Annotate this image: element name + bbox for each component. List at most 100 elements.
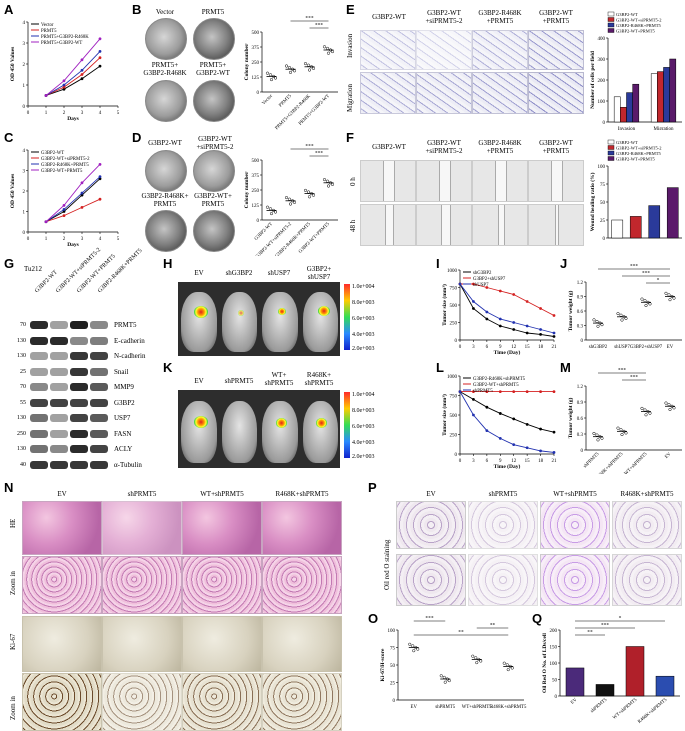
wound-image xyxy=(528,160,584,202)
data-point xyxy=(412,649,416,653)
bar xyxy=(565,667,585,697)
data-point xyxy=(648,411,652,415)
x-tick-label: WT+shPRMT5 xyxy=(612,697,639,720)
bar xyxy=(648,205,661,239)
panel-label-p: P xyxy=(368,480,377,495)
mw-marker: 40 xyxy=(20,461,26,468)
y-tick-label: 50 xyxy=(600,201,606,206)
blot-band xyxy=(90,352,108,360)
legend-label: G3BP2-WT xyxy=(616,140,638,145)
row-label: Migration xyxy=(346,84,354,112)
x-tick-label: 0 xyxy=(27,237,30,242)
data-point xyxy=(471,654,475,658)
panel-label-d: D xyxy=(132,130,142,145)
y-tick-label: 1000 xyxy=(447,375,458,380)
series-line xyxy=(45,51,101,96)
protein-label: G3BP2 xyxy=(114,398,135,407)
x-tick-label: shG3BP2 xyxy=(589,345,608,350)
row-label: Zoom in xyxy=(9,696,17,720)
series-line xyxy=(45,178,101,223)
x-tick-label: EV xyxy=(570,697,579,705)
ki67-image xyxy=(262,616,342,672)
radiance-colorbar xyxy=(344,284,350,350)
series-line xyxy=(459,391,555,453)
data-point xyxy=(288,70,293,74)
y-tick-label: 250 xyxy=(252,189,260,194)
col-label: G3BP2-WT +PRMT5 xyxy=(539,139,573,155)
col-label: EV xyxy=(57,490,67,498)
dish-label: Vector xyxy=(155,8,175,16)
x-tick-label: G3BP2-WT xyxy=(254,222,274,242)
data-point xyxy=(600,323,604,327)
blot-band xyxy=(70,321,88,329)
panel-label-o: O xyxy=(368,611,379,626)
x-tick-label: 3 xyxy=(472,345,475,350)
y-tick-label: 1000 xyxy=(447,269,458,274)
data-point xyxy=(672,406,676,410)
data-point xyxy=(479,659,483,663)
he-zoom-image xyxy=(182,556,262,614)
y-axis-label: Colony number xyxy=(244,171,250,208)
data-point xyxy=(672,296,676,300)
blot-band xyxy=(50,429,68,438)
chart-o: 0 25 50 75 100 Ki-67/H-score EV shPRMT5 WT+shPRM… xyxy=(380,616,527,710)
col-label: G3BP2-WT +siPRMT5-2 xyxy=(425,139,463,155)
legend-swatch xyxy=(607,22,615,28)
x-tick-label: 1 xyxy=(45,111,48,116)
row-label: 48 h xyxy=(349,219,357,232)
he-image xyxy=(262,501,342,555)
legend-label: shPRMT5 xyxy=(473,389,493,394)
data-point xyxy=(525,300,529,303)
oil-red-image xyxy=(540,501,610,549)
data-point xyxy=(80,58,84,62)
wound-image xyxy=(472,160,528,202)
x-tick-label: 15 xyxy=(525,459,531,464)
panel-label-l: L xyxy=(436,360,444,375)
data-point xyxy=(80,77,84,81)
legend-label: PRMT5+G3BP2-WT xyxy=(41,41,82,46)
dish-label: PRMT5 xyxy=(201,8,225,16)
wound-image xyxy=(360,204,416,246)
data-point xyxy=(44,220,48,224)
panel-label-k: K xyxy=(163,360,173,375)
row-label: Ki-67 xyxy=(9,633,17,650)
data-point xyxy=(624,431,628,435)
col-label: G3BP2-WT +PRMT5 xyxy=(539,9,573,25)
row-label: 0 h xyxy=(349,177,357,186)
x-tick-label: 0 xyxy=(459,459,462,464)
data-point xyxy=(322,45,327,49)
dish-label: G3BP2-WT+ PRMT5 xyxy=(194,192,232,208)
y-axis-label: Oil Red O No. of LDs/cell xyxy=(542,633,548,693)
data-point xyxy=(619,428,623,432)
blot-band xyxy=(70,429,88,438)
blot-band xyxy=(30,460,48,469)
invasion-image xyxy=(416,30,472,70)
x-tick-label: G3BP2-WT+siPRMT5-2 xyxy=(255,221,293,256)
bar xyxy=(663,67,670,123)
legend-swatch xyxy=(607,145,615,150)
migration-image xyxy=(416,72,472,114)
significance-label: *** xyxy=(630,375,639,381)
data-point xyxy=(668,298,672,302)
luciferase-signal xyxy=(276,418,287,428)
y-tick-label: 125 xyxy=(252,204,260,209)
legend-swatch xyxy=(607,11,615,17)
x-tick-label: shUSP7 xyxy=(614,345,630,350)
y-tick-label: 0 xyxy=(581,449,584,454)
data-point xyxy=(273,76,278,80)
data-point xyxy=(525,422,529,426)
y-tick-label: 125 xyxy=(252,76,260,81)
legend-label: shG3BP2 xyxy=(473,271,492,276)
dish-label: G3BP2-WT +siPRMT5-2 xyxy=(196,135,234,151)
data-point xyxy=(619,313,623,317)
y-tick-label: 100 xyxy=(598,165,606,170)
y-tick-label: 750 xyxy=(450,395,458,400)
colony-dish xyxy=(193,80,235,122)
data-point xyxy=(512,390,516,393)
x-axis-label: Time (Day) xyxy=(494,463,521,470)
ki67-image xyxy=(22,616,102,672)
data-point xyxy=(539,333,542,336)
x-tick-label: EV xyxy=(664,452,672,460)
blot-band xyxy=(30,321,48,329)
